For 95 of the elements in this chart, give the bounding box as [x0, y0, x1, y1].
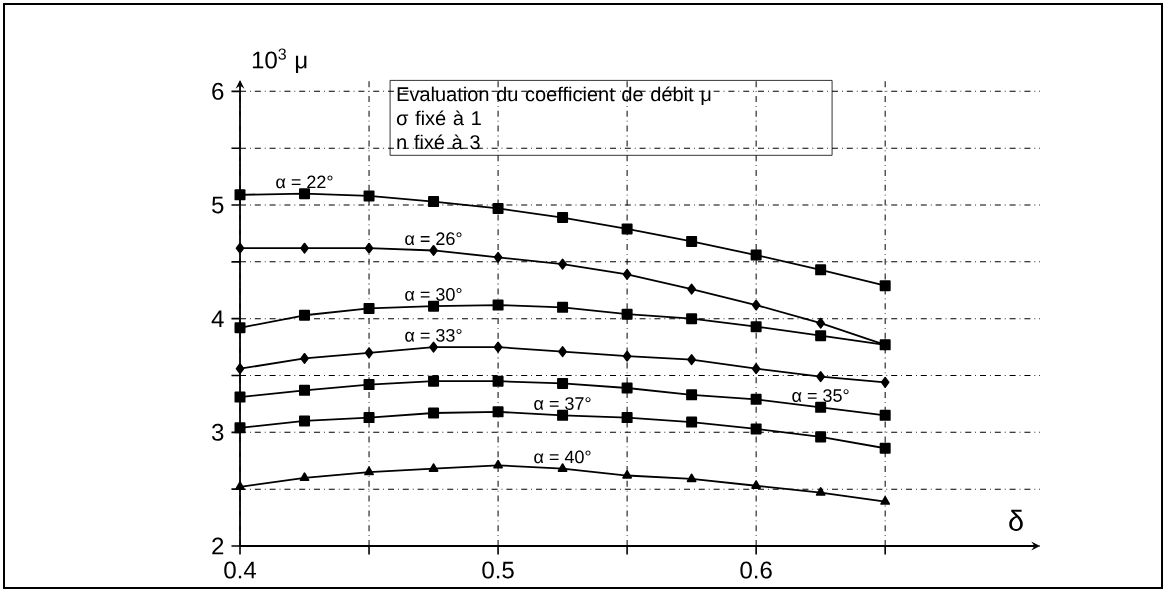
annotation: Evaluation du coefficient de débit μ	[397, 86, 711, 105]
point	[751, 480, 762, 489]
point	[880, 376, 890, 388]
point	[879, 442, 891, 454]
point	[492, 299, 504, 311]
point	[300, 242, 309, 254]
point	[815, 487, 826, 496]
point	[299, 472, 310, 481]
series-label: α = 26°	[405, 232, 462, 246]
point	[815, 330, 827, 342]
point	[557, 409, 569, 421]
point	[299, 188, 311, 200]
point	[428, 463, 439, 472]
point	[686, 313, 698, 325]
x-tick-label: 0.6	[740, 561, 772, 579]
point	[687, 283, 696, 295]
point	[235, 242, 245, 254]
y-tick-label: 2	[212, 537, 224, 555]
point	[879, 280, 891, 292]
point	[751, 363, 761, 375]
point	[621, 308, 633, 320]
point	[686, 473, 697, 483]
point	[750, 321, 762, 333]
series-label: α = 22°	[276, 175, 333, 189]
point	[493, 251, 503, 263]
x-tick-label: 0.4	[224, 561, 256, 579]
point	[428, 407, 440, 419]
point	[816, 371, 825, 383]
series-label: α = 30°	[405, 288, 462, 301]
point	[621, 223, 633, 235]
point	[880, 496, 891, 505]
point	[558, 346, 567, 358]
point	[364, 347, 374, 359]
point	[557, 377, 569, 389]
point	[428, 196, 440, 208]
point	[492, 202, 504, 214]
point	[364, 466, 374, 476]
x-tick-label: 0.5	[482, 561, 514, 579]
point	[622, 350, 632, 362]
point	[815, 431, 827, 443]
series-label: α = 33°	[405, 328, 462, 342]
annotation: n fixé à 3	[397, 134, 480, 150]
point	[687, 354, 696, 366]
point	[815, 264, 827, 276]
point	[879, 409, 891, 421]
point	[751, 299, 761, 311]
point	[234, 322, 246, 334]
point	[750, 423, 762, 435]
point	[429, 244, 438, 256]
point	[363, 379, 375, 391]
point	[816, 317, 825, 329]
point	[234, 391, 246, 403]
point	[235, 481, 245, 491]
y-tick-label: 3	[211, 423, 224, 441]
point	[234, 189, 246, 201]
point	[686, 389, 698, 401]
point	[686, 416, 698, 428]
point	[429, 341, 438, 353]
annotation: σ fixé à 1	[396, 110, 481, 126]
point	[558, 258, 567, 270]
y-tick-label: 6	[212, 82, 224, 100]
point	[686, 235, 698, 247]
point	[750, 249, 762, 261]
point	[299, 415, 311, 427]
x-axis-title: δ	[1009, 509, 1023, 531]
point	[234, 422, 246, 434]
point	[428, 300, 440, 312]
point	[428, 375, 440, 387]
point	[235, 363, 245, 375]
point	[557, 212, 569, 224]
point	[493, 341, 503, 353]
point	[299, 384, 311, 396]
point	[557, 463, 568, 472]
point	[364, 242, 374, 254]
point	[363, 412, 375, 424]
y-tick-label: 5	[212, 196, 224, 214]
point	[621, 412, 633, 424]
point	[750, 393, 762, 405]
point	[815, 401, 827, 413]
point	[363, 302, 375, 314]
point	[622, 470, 632, 479]
point	[622, 268, 632, 280]
point	[300, 352, 309, 364]
series-label: α = 40°	[534, 450, 591, 464]
point	[299, 309, 311, 321]
series-label: α = 37°	[534, 397, 591, 410]
point	[492, 406, 504, 418]
y-tick-label: 4	[211, 310, 224, 327]
point	[492, 375, 504, 387]
point	[557, 301, 569, 313]
series-label: α = 35°	[792, 389, 849, 402]
y-axis-title: 10$^{3}$ μ	[252, 48, 307, 73]
point	[621, 382, 633, 394]
point	[363, 190, 375, 202]
point	[493, 459, 503, 469]
